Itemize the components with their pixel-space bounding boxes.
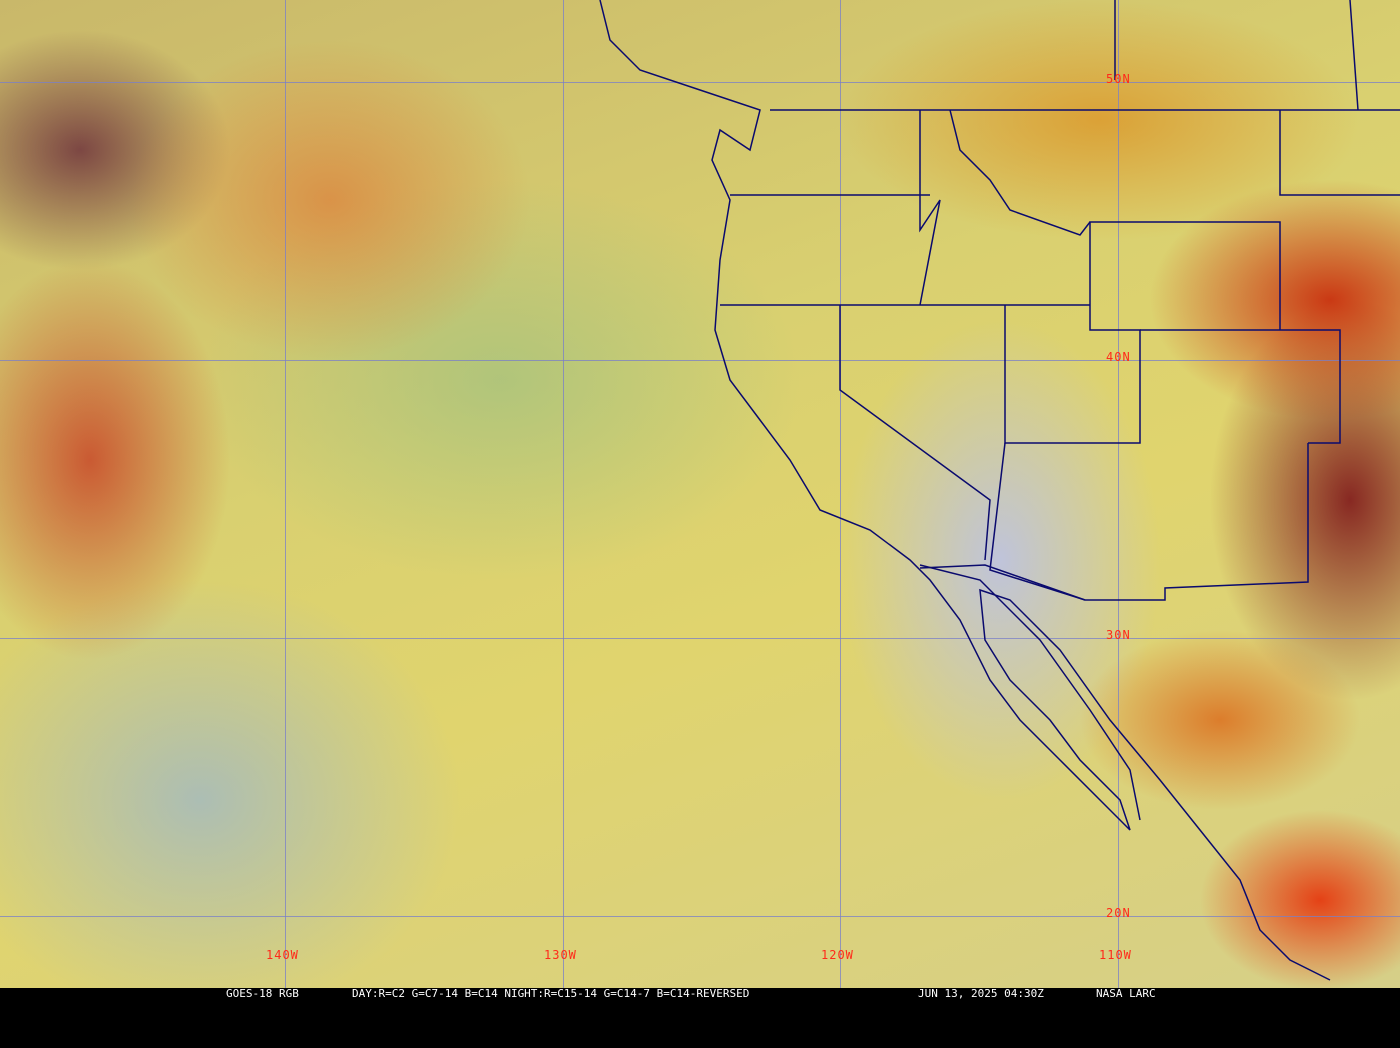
image-caption: GOES-18 RGB DAY:R=C2 G=C7-14 B=C14 NIGHT… (0, 988, 1400, 1000)
utah-border (1004, 221, 1281, 444)
idaho-border (919, 110, 941, 306)
meridian-110w (1118, 0, 1119, 988)
coastline-and-borders (599, 0, 1400, 981)
lat-label-40n: 40N (1106, 350, 1131, 364)
lat-label-50n: 50N (1106, 72, 1131, 86)
meridian-130w (563, 0, 564, 988)
parallel-50n (0, 82, 1400, 83)
baja-coast (919, 564, 1141, 821)
meridian-140w (285, 0, 286, 988)
nevada-border (839, 305, 991, 561)
colorado-border (1140, 329, 1341, 444)
lon-label-110w: 110W (1099, 948, 1132, 962)
arizona-border (989, 442, 1309, 601)
parallel-40n (0, 360, 1400, 361)
lat-label-30n: 30N (1106, 628, 1131, 642)
montana-border (949, 109, 1400, 236)
caption-satellite: GOES-18 RGB (226, 987, 299, 1000)
caption-timestamp: JUN 13, 2025 04:30Z (918, 987, 1044, 1000)
lon-label-130w: 130W (544, 948, 577, 962)
lon-label-120w: 120W (821, 948, 854, 962)
caption-source: NASA LARC (1096, 987, 1156, 1000)
parallel-20n (0, 916, 1400, 917)
coastline (599, 0, 1331, 981)
parallel-30n (0, 638, 1400, 639)
caption-recipe: DAY:R=C2 G=C7-14 B=C14 NIGHT:R=C15-14 G=… (352, 987, 750, 1000)
mexico-border (919, 564, 1086, 601)
satellite-image: 50N 40N 30N 20N 140W 130W 120W 110W (0, 0, 1400, 988)
lon-label-140w: 140W (266, 948, 299, 962)
bc-border (1114, 0, 1359, 111)
lat-label-20n: 20N (1106, 906, 1131, 920)
meridian-120w (840, 0, 841, 988)
